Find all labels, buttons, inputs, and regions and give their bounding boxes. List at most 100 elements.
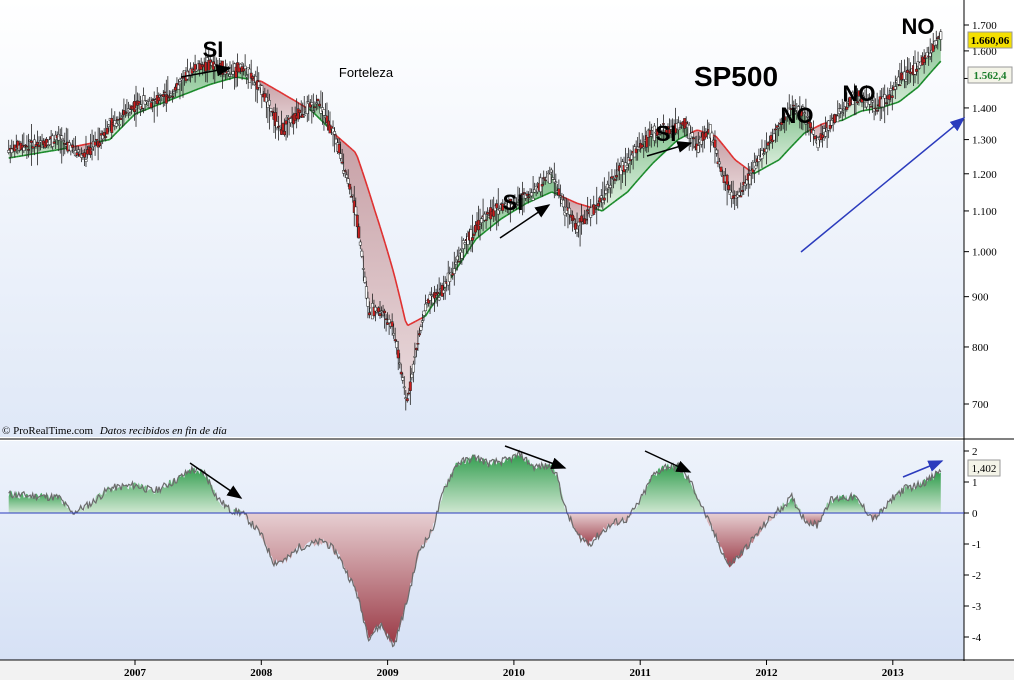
price-candle — [411, 374, 413, 377]
ma-line-segment — [577, 203, 580, 204]
price-candle — [94, 142, 96, 145]
price-candle — [940, 32, 942, 40]
annotation-no-1: NO — [781, 103, 814, 128]
price-candle — [417, 343, 419, 344]
price-candle — [135, 108, 137, 109]
price-candle — [117, 119, 119, 120]
price-candle — [814, 136, 816, 139]
price-candle — [399, 363, 401, 364]
price-candle — [777, 127, 779, 128]
price-candle — [550, 170, 552, 172]
annotation-no-2: NO — [843, 81, 876, 106]
price-candle — [167, 96, 169, 97]
price-candle — [614, 179, 616, 180]
price-candle — [812, 130, 814, 134]
price-candle — [368, 313, 370, 315]
price-candle — [574, 223, 576, 229]
price-candle — [420, 327, 422, 330]
price-candle — [599, 198, 601, 202]
price-candle — [615, 175, 617, 177]
price-candle — [568, 208, 570, 214]
price-candle — [483, 214, 485, 220]
price-candle — [474, 225, 476, 232]
year-tick-label: 2012 — [756, 667, 779, 679]
price-candle — [762, 154, 764, 155]
price-candle — [496, 204, 498, 209]
price-candle — [279, 127, 281, 128]
price-candle — [679, 128, 681, 129]
price-candle — [456, 256, 458, 260]
price-candle — [8, 150, 10, 152]
ma-line-segment — [814, 127, 817, 128]
price-candle — [312, 111, 314, 112]
price-candle — [385, 319, 387, 320]
price-candle — [253, 83, 255, 85]
ma-line-segment — [572, 201, 575, 202]
price-candle — [409, 382, 411, 391]
price-candle — [62, 141, 64, 142]
price-candle — [768, 142, 770, 143]
price-candle — [726, 175, 728, 184]
price-candle — [76, 153, 78, 156]
price-candle — [150, 103, 152, 108]
price-candle — [543, 178, 545, 179]
price-candle — [549, 174, 551, 183]
price-candle — [77, 150, 79, 152]
osc-tick-label: -2 — [972, 570, 981, 582]
ma-line-segment — [203, 86, 206, 87]
price-candle — [691, 133, 693, 137]
chart-subtitle: Forteleza — [339, 65, 394, 80]
price-candle — [714, 140, 716, 147]
price-candle — [103, 132, 105, 135]
price-candle — [402, 378, 404, 381]
source-note: Datos recibidos en fin de día — [99, 425, 227, 437]
ma-line-segment — [582, 205, 585, 206]
price-candle — [461, 252, 463, 258]
ma-line-segment — [186, 93, 189, 94]
price-candle — [885, 103, 887, 104]
price-tick-label: 1.300 — [972, 135, 997, 147]
price-candle — [359, 242, 361, 245]
price-candle — [159, 94, 161, 95]
price-candle — [382, 314, 384, 315]
price-candle — [480, 219, 482, 223]
price-candle — [577, 222, 579, 226]
ma-line-segment — [206, 85, 209, 86]
price-candle — [455, 262, 457, 264]
ma-line-segment — [822, 123, 825, 124]
ma-line-segment — [175, 97, 178, 98]
price-candle — [479, 225, 481, 226]
price-candle — [937, 38, 939, 39]
year-tick-label: 2008 — [250, 667, 273, 679]
price-candle — [894, 87, 896, 90]
price-candle — [153, 98, 155, 99]
price-candle — [58, 134, 60, 140]
price-candle — [890, 88, 892, 90]
price-candle — [693, 138, 695, 139]
price-candle — [421, 321, 423, 322]
price-candle — [840, 109, 842, 112]
price-candle — [151, 100, 153, 101]
price-candle — [424, 304, 426, 311]
price-candle — [593, 205, 595, 215]
price-candle — [23, 147, 25, 150]
price-candle — [89, 148, 91, 155]
price-candle — [158, 97, 160, 100]
price-candle — [271, 111, 273, 112]
ma-line-segment — [569, 200, 572, 201]
price-candle — [571, 215, 573, 221]
price-candle — [83, 153, 85, 158]
price-candle — [303, 115, 305, 116]
price-candle — [697, 146, 699, 153]
price-candle — [438, 298, 440, 300]
price-candle — [412, 364, 414, 372]
ma-line-segment — [575, 202, 578, 203]
price-candle — [929, 53, 931, 56]
price-candle — [530, 193, 532, 196]
price-candle — [727, 185, 729, 190]
price-candle — [837, 116, 839, 122]
price-candle — [388, 319, 390, 322]
price-candle — [746, 180, 748, 184]
